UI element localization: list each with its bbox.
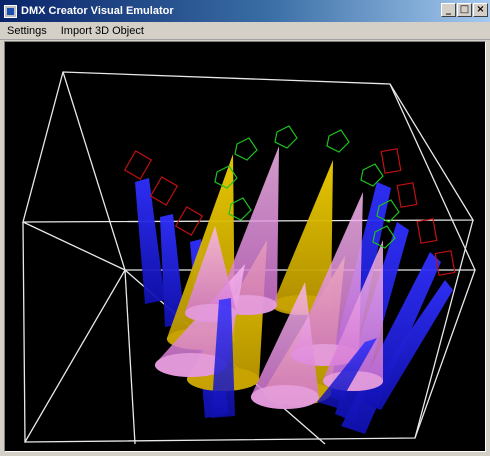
blue-beams-front — [211, 298, 377, 418]
scene-canvas[interactable] — [5, 42, 485, 451]
green-fixtures — [214, 125, 400, 249]
3d-viewport[interactable] — [4, 41, 486, 452]
minimize-button[interactable]: _ — [441, 3, 456, 17]
window-title: DMX Creator Visual Emulator — [21, 5, 174, 17]
window-controls: _ □ × — [441, 3, 488, 17]
maximize-button[interactable]: □ — [457, 3, 472, 17]
red-fixtures — [123, 148, 456, 276]
close-button[interactable]: × — [473, 3, 488, 17]
title-bar[interactable]: DMX Creator Visual Emulator _ □ × — [0, 0, 490, 22]
menu-import-3d-object[interactable]: Import 3D Object — [60, 24, 144, 37]
app-icon[interactable] — [4, 4, 17, 18]
menu-bar: Settings Import 3D Object — [0, 22, 490, 40]
menu-settings[interactable]: Settings — [7, 24, 47, 37]
